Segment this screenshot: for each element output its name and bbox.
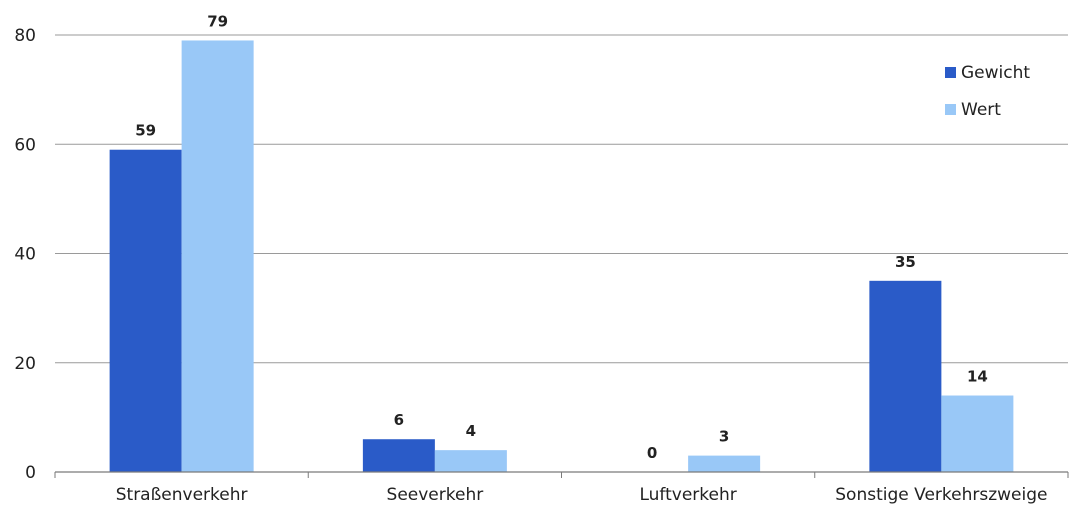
data-labels: 59 79 6 4 0 3 35 14 [135, 12, 988, 462]
legend-swatch [945, 104, 956, 115]
legend: Gewicht Wert [945, 63, 1030, 120]
y-tick-label: 20 [14, 354, 36, 374]
data-label: 59 [135, 122, 156, 140]
y-tick-label: 80 [14, 26, 36, 46]
bar-gewicht [869, 280, 942, 472]
x-category-label: Luftverkehr [639, 485, 736, 505]
bar-wert [941, 395, 1014, 472]
x-axis: Straßenverkehr Seeverkehr Luftverkehr Sonst… [54, 471, 1069, 505]
legend-label: Gewicht [961, 63, 1030, 83]
legend-swatch [945, 67, 956, 78]
x-category-label: Straßenverkehr [116, 485, 248, 505]
y-axis-ticks: 0 20 40 60 80 [14, 26, 36, 483]
data-label: 3 [719, 428, 729, 446]
bar-wert [688, 455, 761, 472]
y-tick-label: 0 [25, 463, 36, 483]
x-category-label: Sonstige Verkehrszweige [835, 485, 1047, 505]
y-tick-label: 60 [14, 135, 36, 155]
data-label: 35 [895, 253, 916, 271]
bar-gewicht [362, 439, 435, 472]
bars [109, 40, 1014, 473]
y-tick-label: 40 [14, 245, 36, 265]
bar-gewicht [109, 149, 182, 472]
legend-label: Wert [961, 100, 1001, 120]
x-category-label: Seeverkehr [387, 485, 484, 505]
data-label: 0 [647, 444, 657, 462]
data-label: 79 [207, 12, 228, 30]
data-label: 14 [967, 368, 988, 386]
data-label: 6 [394, 411, 404, 429]
data-label: 4 [466, 422, 476, 440]
bar-wert [434, 450, 507, 472]
bar-wert [181, 40, 254, 473]
